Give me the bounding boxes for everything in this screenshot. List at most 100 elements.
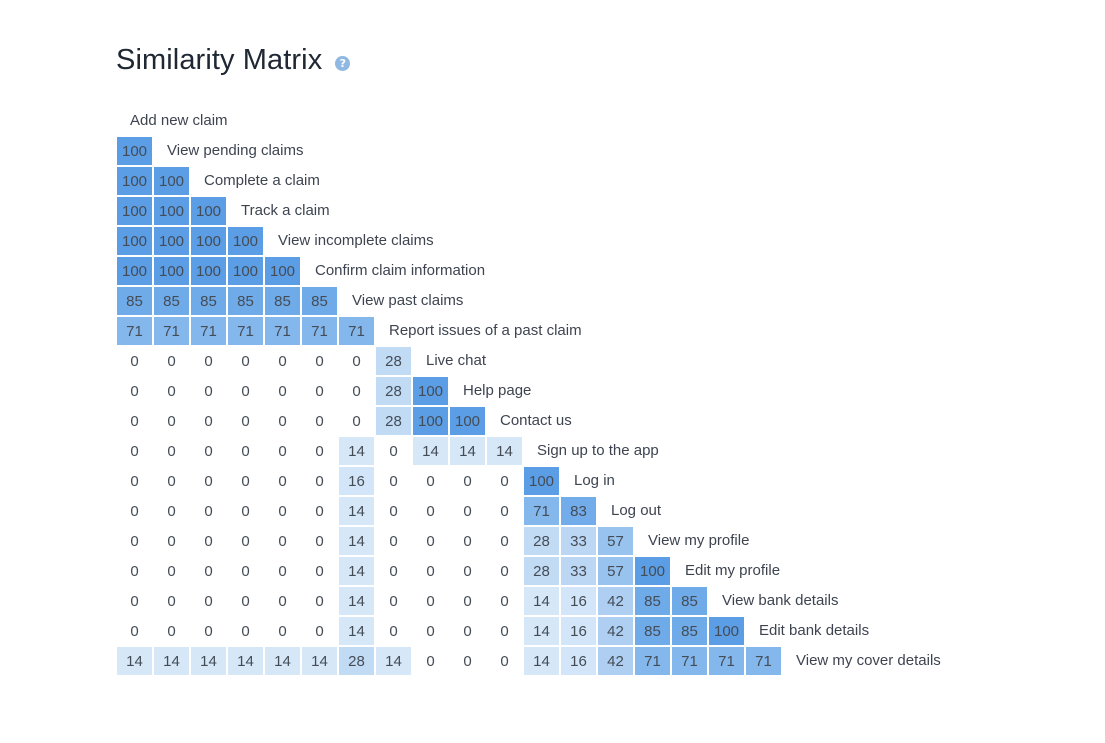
matrix-cell: 14 — [265, 647, 300, 675]
matrix-cell: 100 — [191, 197, 226, 225]
matrix-cell: 0 — [191, 497, 226, 525]
matrix-cell: 14 — [339, 587, 374, 615]
row-label: View pending claims — [167, 142, 304, 159]
matrix-cell: 100 — [117, 257, 152, 285]
matrix-cell: 0 — [487, 617, 522, 645]
matrix-cell: 42 — [598, 587, 633, 615]
matrix-cell: 28 — [524, 557, 559, 585]
matrix-cell: 0 — [117, 497, 152, 525]
title-row: Similarity Matrix ? — [116, 44, 351, 77]
matrix-cell: 0 — [413, 497, 448, 525]
matrix-cell: 0 — [487, 647, 522, 675]
matrix-cell: 71 — [672, 647, 707, 675]
matrix-cell: 0 — [117, 467, 152, 495]
matrix-cell: 14 — [339, 437, 374, 465]
matrix-cell: 0 — [487, 557, 522, 585]
matrix-cell: 0 — [154, 527, 189, 555]
row-label: Edit my profile — [685, 562, 781, 579]
matrix-cell: 28 — [376, 407, 411, 435]
matrix-cell: 100 — [154, 197, 189, 225]
matrix-cell: 100 — [228, 227, 263, 255]
matrix-cell: 0 — [450, 527, 485, 555]
matrix-cell: 0 — [117, 377, 152, 405]
help-icon[interactable]: ? — [335, 56, 351, 71]
matrix-cell: 0 — [117, 617, 152, 645]
matrix-cell: 0 — [117, 527, 152, 555]
matrix-cell: 0 — [413, 647, 448, 675]
matrix-cell: 71 — [228, 317, 263, 345]
matrix-cell: 100 — [117, 227, 152, 255]
matrix-cell: 0 — [413, 467, 448, 495]
matrix-cell: 100 — [191, 227, 226, 255]
row-label: Add new claim — [130, 112, 228, 129]
matrix-cell: 14 — [450, 437, 485, 465]
matrix-cell: 16 — [561, 647, 596, 675]
matrix-cell: 0 — [339, 347, 374, 375]
row-label: Help page — [463, 382, 532, 399]
row-label: View bank details — [722, 592, 839, 609]
matrix-cell: 0 — [154, 407, 189, 435]
row-label: Confirm claim information — [315, 262, 486, 279]
matrix-cell: 0 — [265, 527, 300, 555]
matrix-cell: 0 — [265, 407, 300, 435]
matrix-cell: 0 — [154, 347, 189, 375]
matrix-cell: 0 — [228, 467, 263, 495]
matrix-cell: 14 — [376, 647, 411, 675]
matrix-cell: 42 — [598, 647, 633, 675]
matrix-cell: 14 — [524, 587, 559, 615]
matrix-cell: 33 — [561, 557, 596, 585]
matrix-cell: 14 — [413, 437, 448, 465]
matrix-cell: 0 — [228, 587, 263, 615]
matrix-cell: 0 — [154, 437, 189, 465]
matrix-cell: 85 — [228, 287, 263, 315]
matrix-cell: 0 — [450, 617, 485, 645]
matrix-cell: 14 — [191, 647, 226, 675]
row-label: View my profile — [648, 532, 750, 549]
matrix-cell: 0 — [191, 407, 226, 435]
matrix-cell: 71 — [635, 647, 670, 675]
matrix-cell: 0 — [376, 467, 411, 495]
matrix-cell: 0 — [376, 497, 411, 525]
matrix-cell: 71 — [709, 647, 744, 675]
matrix-cell: 0 — [154, 467, 189, 495]
matrix-cell: 57 — [598, 557, 633, 585]
matrix-cell: 57 — [598, 527, 633, 555]
matrix-cell: 0 — [450, 587, 485, 615]
row-label: View past claims — [352, 292, 464, 309]
matrix-cell: 71 — [265, 317, 300, 345]
matrix-cell: 28 — [376, 347, 411, 375]
matrix-cell: 0 — [228, 527, 263, 555]
matrix-cell: 85 — [117, 287, 152, 315]
matrix-cell: 0 — [117, 347, 152, 375]
matrix-cell: 0 — [191, 467, 226, 495]
matrix-cell: 100 — [709, 617, 744, 645]
matrix-cell: 100 — [117, 137, 152, 165]
matrix-cell: 0 — [265, 587, 300, 615]
row-label: View my cover details — [796, 652, 941, 669]
matrix-cell: 0 — [191, 347, 226, 375]
row-label: Live chat — [426, 352, 487, 369]
matrix-cell: 0 — [117, 587, 152, 615]
matrix-cell: 14 — [228, 647, 263, 675]
matrix-cell: 0 — [228, 407, 263, 435]
matrix-cell: 0 — [154, 497, 189, 525]
matrix-cell: 0 — [487, 527, 522, 555]
row-label: View incomplete claims — [278, 232, 434, 249]
row-label: Log in — [574, 472, 615, 489]
matrix-cell: 28 — [524, 527, 559, 555]
matrix-cell: 42 — [598, 617, 633, 645]
matrix-cell: 71 — [524, 497, 559, 525]
matrix-cell: 0 — [265, 377, 300, 405]
matrix-cell: 0 — [228, 347, 263, 375]
matrix-cell: 0 — [302, 407, 337, 435]
matrix-cell: 0 — [154, 557, 189, 585]
matrix-cell: 16 — [339, 467, 374, 495]
matrix-cell: 85 — [191, 287, 226, 315]
matrix-cell: 14 — [524, 647, 559, 675]
matrix-cell: 0 — [302, 497, 337, 525]
matrix-cell: 100 — [450, 407, 485, 435]
matrix-cell: 0 — [228, 437, 263, 465]
matrix-cell: 100 — [154, 167, 189, 195]
matrix-cell: 0 — [487, 587, 522, 615]
matrix-cell: 71 — [339, 317, 374, 345]
